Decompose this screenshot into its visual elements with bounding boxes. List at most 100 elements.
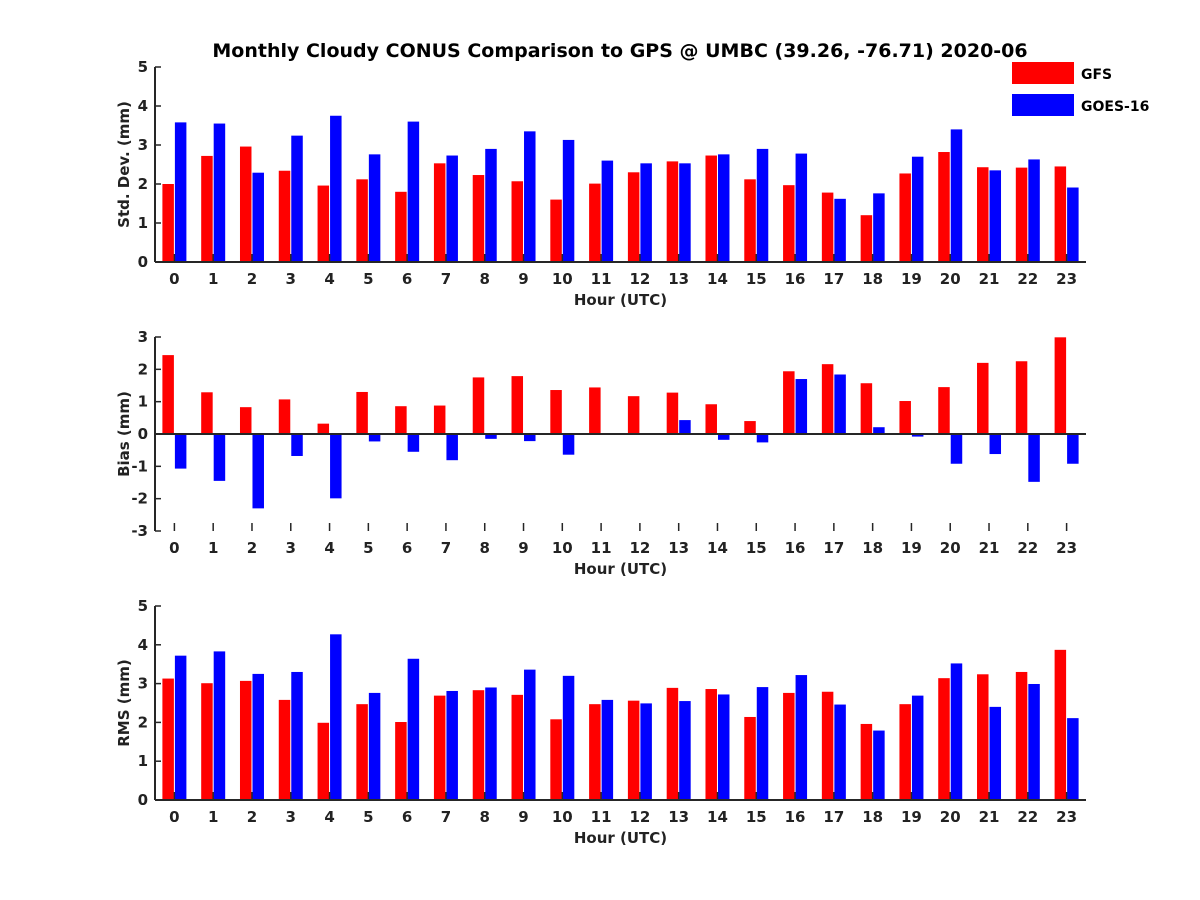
bias-bar-goes16-8 [485, 434, 497, 439]
std-dev-x-tick-label: 8 [480, 270, 490, 288]
std-dev-bar-gfs-15 [744, 179, 756, 262]
std-dev-bar-gfs-14 [705, 155, 717, 262]
std-dev-bar-gfs-3 [278, 170, 291, 262]
std-dev-bar-goes16-7 [446, 155, 458, 262]
legend-swatch-gfs [1012, 62, 1074, 84]
std-dev-x-tick-label: 5 [363, 270, 373, 288]
rms-x-axis-label: Hour (UTC) [574, 829, 667, 847]
bias-bar-gfs-2 [239, 407, 252, 434]
rms-y-tick-label: 1 [138, 752, 148, 770]
rms-bar-gfs-6 [395, 722, 407, 800]
bias-bar-gfs-21 [977, 362, 989, 434]
std-dev-bar-gfs-17 [821, 192, 834, 262]
rms-bar-goes16-6 [407, 658, 420, 800]
bias-x-tick-label: 13 [668, 539, 689, 557]
rms-bar-goes16-19 [911, 695, 924, 800]
std-dev-x-tick-label: 10 [552, 270, 573, 288]
rms-bar-goes16-17 [834, 704, 846, 800]
rms-bar-goes16-23 [1067, 718, 1079, 800]
std-dev-x-tick-label: 14 [707, 270, 728, 288]
bias-bar-gfs-12 [627, 396, 640, 434]
bias-y-axis-label: Bias (mm) [115, 391, 133, 477]
std-dev-bar-goes16-13 [679, 163, 691, 262]
bias-bar-goes16-6 [407, 434, 420, 452]
bias-y-tick-label: 0 [138, 425, 148, 443]
rms-x-tick-label: 2 [247, 808, 257, 826]
bias-bar-goes16-1 [213, 434, 226, 481]
bias-bar-gfs-20 [938, 387, 950, 434]
rms-bar-gfs-17 [821, 691, 834, 800]
bias-bar-goes16-22 [1028, 434, 1040, 482]
bias-bar-goes16-9 [524, 434, 536, 442]
rms-x-tick-label: 0 [169, 808, 179, 826]
rms-y-tick-label: 0 [138, 791, 148, 809]
rms-bar-goes16-13 [679, 701, 691, 800]
std-dev-x-tick-label: 12 [629, 270, 650, 288]
rms-x-tick-label: 13 [668, 808, 689, 826]
bias-x-tick-label: 20 [940, 539, 961, 557]
std-dev-bar-gfs-11 [589, 183, 601, 262]
std-dev-bar-goes16-8 [485, 148, 497, 262]
bias-bar-goes16-4 [330, 434, 342, 499]
std-dev-x-tick-label: 3 [286, 270, 296, 288]
bias-bar-goes16-2 [252, 434, 264, 509]
std-dev-x-tick-label: 21 [979, 270, 1000, 288]
bias-bar-goes16-5 [368, 434, 381, 442]
rms-bar-gfs-20 [938, 678, 950, 800]
rms-x-tick-label: 15 [746, 808, 767, 826]
bias-x-tick-label: 7 [441, 539, 451, 557]
rms-bar-gfs-4 [317, 722, 330, 800]
bias-bar-goes16-23 [1067, 434, 1079, 464]
bias-x-tick-label: 23 [1056, 539, 1077, 557]
std-dev-x-tick-label: 13 [668, 270, 689, 288]
rms-bar-gfs-13 [666, 687, 679, 800]
rms-bar-goes16-11 [601, 699, 614, 800]
bias-bar-gfs-18 [860, 383, 873, 434]
rms-bar-goes16-12 [640, 703, 652, 800]
bias-bar-gfs-15 [744, 421, 756, 434]
std-dev-bar-goes16-21 [989, 170, 1002, 262]
bias-bar-gfs-0 [162, 355, 174, 434]
rms-x-tick-label: 5 [363, 808, 373, 826]
std-dev-x-tick-label: 7 [441, 270, 451, 288]
rms-x-tick-label: 16 [785, 808, 806, 826]
bias-y-tick-label: -1 [131, 457, 148, 475]
bias-bar-goes16-10 [562, 434, 575, 455]
bias-x-tick-label: 21 [979, 539, 1000, 557]
std-dev-bar-goes16-22 [1028, 159, 1040, 262]
rms-y-tick-label: 3 [138, 675, 148, 693]
bias-y-tick-label: -3 [131, 522, 148, 540]
std-dev-bar-gfs-8 [472, 175, 485, 262]
std-dev-bar-goes16-5 [368, 154, 381, 262]
std-dev-bar-gfs-4 [317, 185, 330, 262]
std-dev-bar-gfs-18 [860, 215, 873, 262]
std-dev-bar-goes16-2 [252, 172, 264, 262]
bias-bar-gfs-4 [317, 423, 330, 434]
std-dev-y-axis-label: Std. Dev. (mm) [115, 101, 133, 228]
rms-bar-goes16-14 [717, 694, 730, 800]
std-dev-bar-gfs-22 [1015, 167, 1028, 262]
rms-bar-goes16-22 [1028, 683, 1040, 800]
bias-bar-goes16-20 [950, 434, 963, 464]
std-dev-x-tick-label: 9 [518, 270, 528, 288]
std-dev-x-tick-label: 0 [169, 270, 179, 288]
rms-bar-gfs-8 [472, 690, 485, 800]
bias-x-tick-label: 16 [785, 539, 806, 557]
rms-bar-gfs-11 [589, 704, 601, 800]
bias-x-tick-label: 6 [402, 539, 412, 557]
std-dev-bar-gfs-19 [899, 173, 911, 262]
rms-x-tick-label: 10 [552, 808, 573, 826]
bias-bar-goes16-13 [679, 420, 691, 434]
bias-bar-goes16-3 [291, 434, 303, 456]
rms-bar-gfs-5 [356, 704, 368, 800]
rms-x-tick-label: 1 [208, 808, 218, 826]
rms-bar-gfs-23 [1054, 649, 1067, 800]
bias-bar-gfs-13 [666, 392, 679, 434]
rms-bar-gfs-1 [201, 683, 213, 800]
std-dev-bar-gfs-21 [977, 167, 989, 262]
bias-bar-gfs-5 [356, 391, 368, 434]
rms-bar-gfs-7 [433, 695, 446, 800]
rms-bar-goes16-7 [446, 690, 458, 800]
bias-bar-gfs-6 [395, 406, 407, 434]
rms-bar-goes16-18 [873, 730, 885, 800]
